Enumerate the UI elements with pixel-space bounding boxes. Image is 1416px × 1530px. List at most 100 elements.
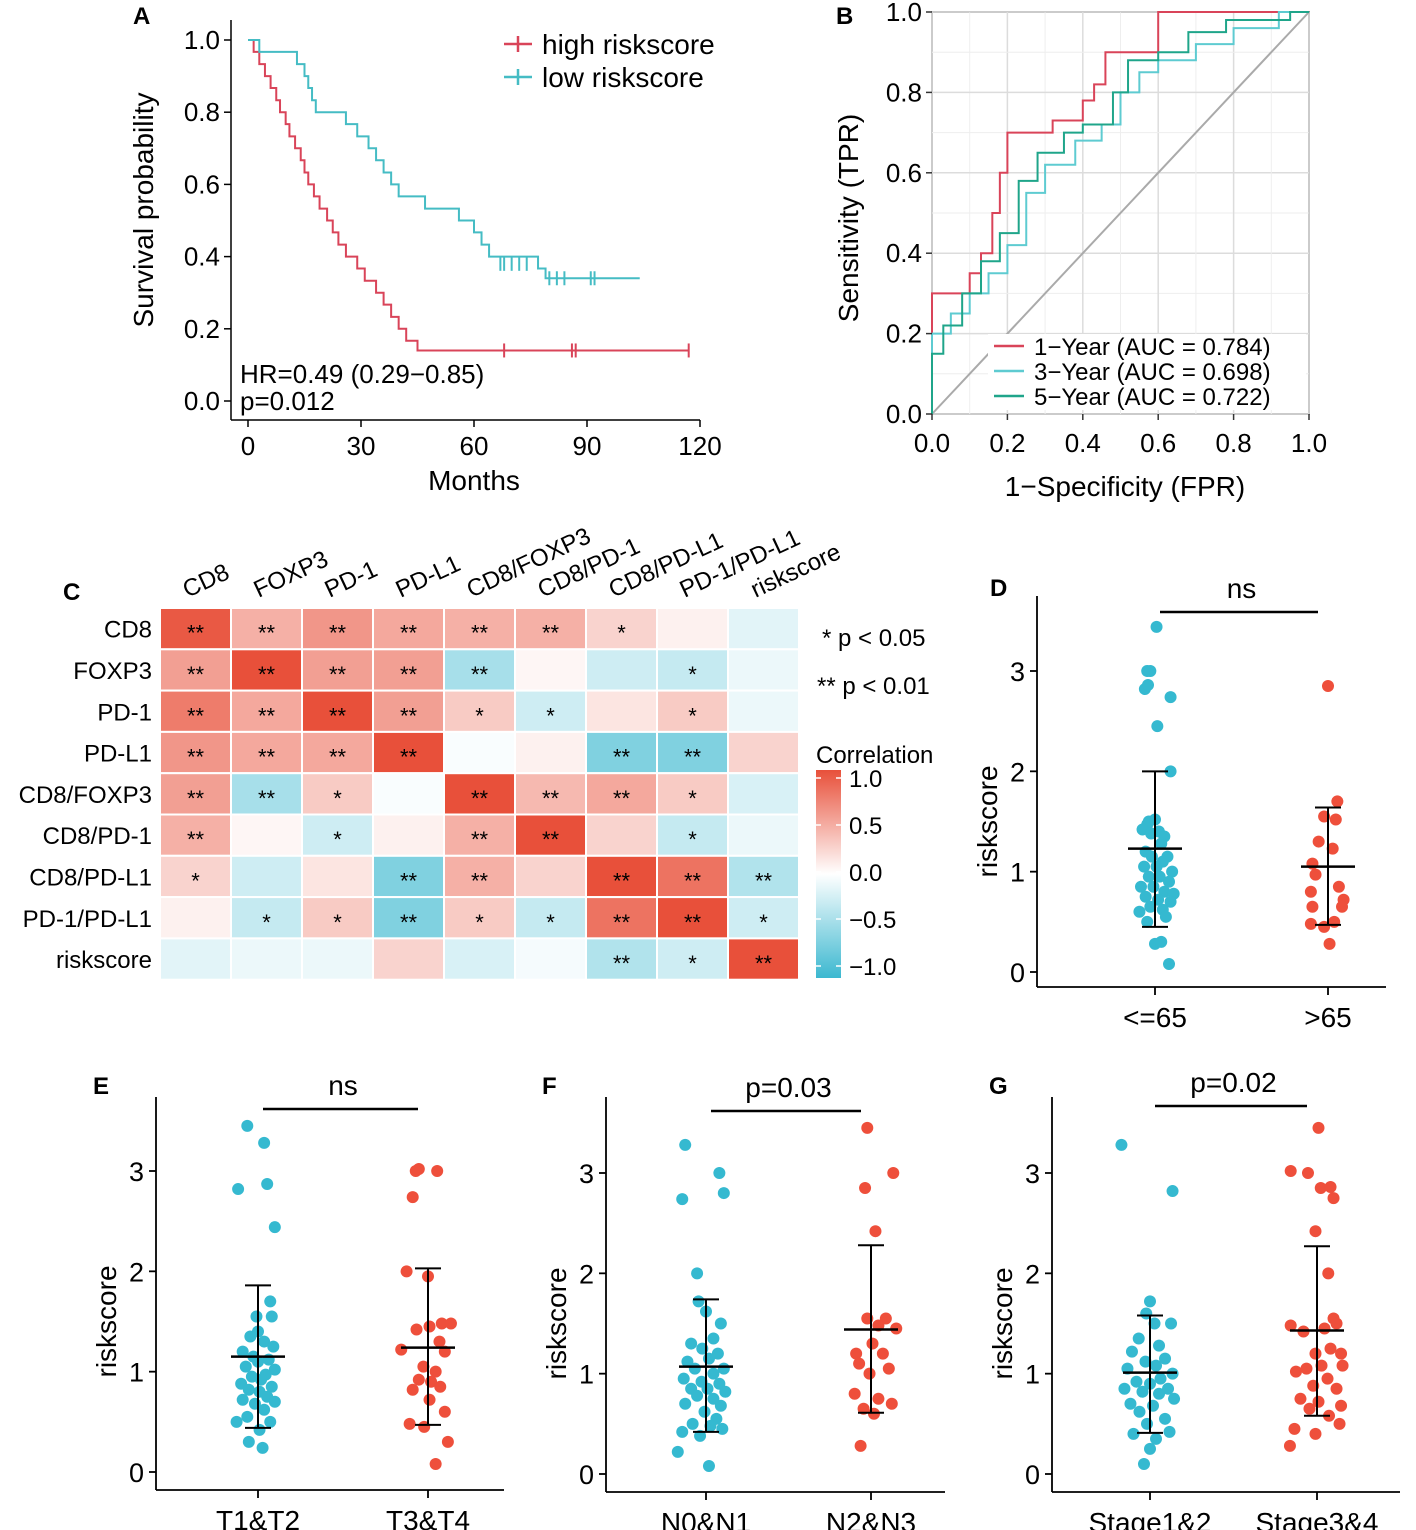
significance-mark: * (546, 703, 555, 728)
heatmap-cell (443, 937, 516, 981)
data-point (268, 1395, 281, 1408)
row-label: PD-1 (97, 699, 152, 726)
significance-mark: * (191, 868, 200, 893)
data-point (1144, 1295, 1156, 1308)
heatmap-cell (514, 689, 587, 733)
data-point (691, 1389, 704, 1402)
data-point (406, 1383, 419, 1396)
heatmap-cell (727, 896, 800, 940)
data-point (1327, 1192, 1340, 1205)
legend-tick-label: 0.0 (849, 860, 882, 887)
data-point (857, 1402, 870, 1415)
heatmap-cell (727, 730, 800, 775)
heatmap-cell (301, 813, 374, 857)
data-point (1312, 1121, 1325, 1134)
data-point (691, 1267, 704, 1280)
y-tick-label: 0.6 (886, 158, 922, 188)
p-value-annotation: p=0.012 (240, 386, 335, 416)
data-point (265, 1310, 278, 1323)
heatmap-cell (230, 854, 303, 899)
data-point (1312, 1395, 1325, 1408)
data-point (671, 1445, 684, 1458)
data-point (676, 1193, 689, 1206)
y-tick-label: 0.0 (184, 386, 220, 416)
heatmap-cell (443, 854, 516, 899)
data-point (429, 1457, 442, 1470)
panel-label-a: A (133, 3, 150, 30)
data-point (701, 1382, 714, 1395)
data-point (1124, 1397, 1137, 1410)
y-axis-title: Survival probability (128, 93, 159, 328)
x-tick-label: N2&N3 (826, 1507, 916, 1530)
data-point (707, 1332, 720, 1345)
x-tick-label: 60 (460, 431, 489, 461)
data-point (866, 1337, 879, 1350)
data-point (1333, 1417, 1346, 1430)
data-point (268, 1221, 281, 1234)
significance-label: ns (1227, 573, 1257, 604)
y-tick-label: 1.0 (886, 0, 922, 27)
data-point (686, 1417, 699, 1430)
data-point (1329, 813, 1342, 826)
data-point (1153, 1387, 1166, 1400)
data-point (1142, 870, 1155, 883)
data-point (713, 1167, 726, 1179)
x-tick-label: T1&T2 (216, 1505, 300, 1530)
significance-mark: ** (471, 786, 489, 811)
x-tick-label: 30 (347, 431, 376, 461)
data-point (230, 1415, 243, 1428)
x-tick-label: 0.4 (1065, 428, 1101, 458)
x-axis-title: 1−Specificity (FPR) (1005, 471, 1245, 502)
y-tick-label: 0 (579, 1460, 594, 1490)
data-point (1115, 1138, 1128, 1151)
significance-mark: ** (258, 703, 276, 728)
heatmap-cell (443, 813, 516, 857)
significance-mark: ** (258, 662, 276, 687)
significance-mark: * (333, 910, 342, 935)
significance-mark: * (617, 621, 626, 646)
data-point (1125, 1345, 1138, 1358)
row-label: CD8/PD-1 (43, 823, 152, 850)
legend-tick-label: −1.0 (849, 954, 896, 981)
data-point (1294, 1392, 1307, 1405)
data-point (853, 1357, 866, 1370)
data-point (698, 1405, 711, 1418)
data-point (854, 1439, 867, 1452)
panel-g-dot-plot: 0 1 2 3 riskscore Stage1&2 Stage3&4 p=0.02 (987, 1067, 1400, 1530)
data-point (412, 1373, 425, 1386)
data-point (1154, 1372, 1167, 1385)
data-point (256, 1441, 269, 1454)
panel-label-c: C (63, 579, 80, 606)
legend-title: Correlation (816, 742, 933, 769)
legend-tick-label: −0.5 (849, 907, 896, 934)
y-tick-label: 1 (579, 1360, 594, 1390)
data-point (677, 1372, 690, 1385)
data-point (1324, 1181, 1337, 1194)
data-point (400, 1265, 413, 1278)
data-point (1159, 1352, 1172, 1365)
heatmap-cell (585, 813, 658, 857)
panel-label-d: D (990, 575, 1007, 602)
legend-colorbar (816, 770, 841, 978)
data-point (417, 1360, 430, 1373)
data-point (717, 1362, 730, 1375)
row-label: PD-1/PD-L1 (23, 906, 152, 933)
data-point (1304, 885, 1317, 898)
heatmap-cell (372, 813, 445, 857)
significance-mark: ** (400, 703, 418, 728)
data-point (1148, 1317, 1161, 1330)
data-point (1147, 880, 1160, 893)
data-point (1144, 665, 1157, 677)
legend-label: 5−Year (AUC = 0.722) (1034, 384, 1271, 411)
data-point (707, 1367, 720, 1380)
heatmap-cell (230, 813, 303, 857)
data-point (245, 1370, 258, 1383)
roc-curve-1 (931, 11, 1309, 414)
data-point (1139, 1355, 1152, 1368)
significance-mark: * (546, 910, 555, 935)
data-point (1141, 915, 1154, 928)
panel-label-b: B (836, 3, 853, 30)
data-point (431, 1165, 444, 1177)
data-point (1332, 880, 1345, 893)
significance-mark: ** (258, 621, 276, 646)
